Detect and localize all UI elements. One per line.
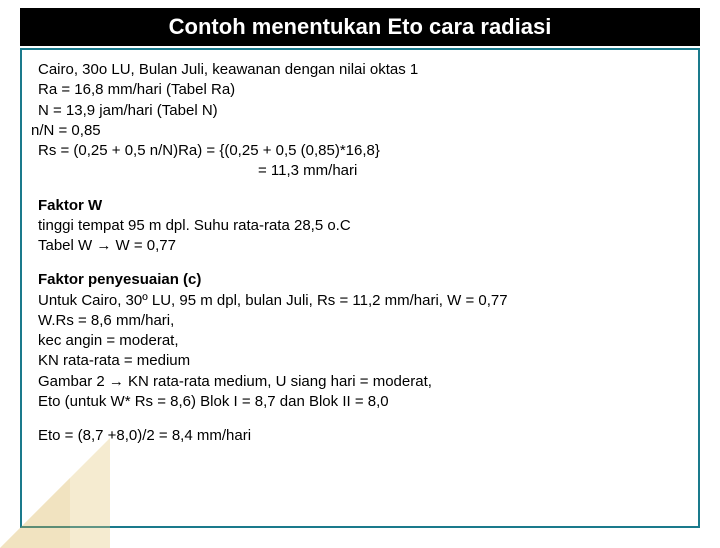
section-radiation: Cairo, 30o LU, Bulan Juli, keawanan deng…: [38, 60, 682, 182]
content-panel: Cairo, 30o LU, Bulan Juli, keawanan deng…: [20, 48, 700, 528]
heading-faktor-w: Faktor W: [38, 196, 682, 216]
section-faktor-c: Faktor penyesuaian (c) Untuk Cairo, 30º …: [38, 270, 682, 412]
text-line: Cairo, 30o LU, Bulan Juli, keawanan deng…: [38, 60, 682, 80]
section-faktor-w: Faktor W tinggi tempat 95 m dpl. Suhu ra…: [38, 196, 682, 257]
text-line: Untuk Cairo, 30º LU, 95 m dpl, bulan Jul…: [38, 291, 682, 311]
text-line: Gambar 2 → KN rata-rata medium, U siang …: [38, 372, 682, 392]
heading-faktor-c: Faktor penyesuaian (c): [38, 270, 682, 290]
text-line: = 11,3 mm/hari: [38, 161, 682, 181]
text-line: kec angin = moderat,: [38, 331, 682, 351]
section-result: Eto = (8,7 +8,0)/2 = 8,4 mm/hari: [38, 426, 682, 446]
text-line: tinggi tempat 95 m dpl. Suhu rata-rata 2…: [38, 216, 682, 236]
text-line: Eto (untuk W* Rs = 8,6) Blok I = 8,7 dan…: [38, 392, 682, 412]
text-line: Rs = (0,25 + 0,5 n/N)Ra) = {(0,25 + 0,5 …: [38, 141, 682, 161]
decorative-corner: [0, 438, 110, 548]
text-line: N = 13,9 jam/hari (Tabel N): [38, 101, 682, 121]
slide-title: Contoh menentukan Eto cara radiasi: [20, 8, 700, 46]
text-line: KN rata-rata = medium: [38, 351, 682, 371]
text-line: Eto = (8,7 +8,0)/2 = 8,4 mm/hari: [38, 426, 682, 446]
text-line: Ra = 16,8 mm/hari (Tabel Ra): [38, 80, 682, 100]
text-line: W.Rs = 8,6 mm/hari,: [38, 311, 682, 331]
text-line: n/N = 0,85: [31, 121, 682, 141]
text-line: Tabel W → W = 0,77: [38, 236, 682, 256]
